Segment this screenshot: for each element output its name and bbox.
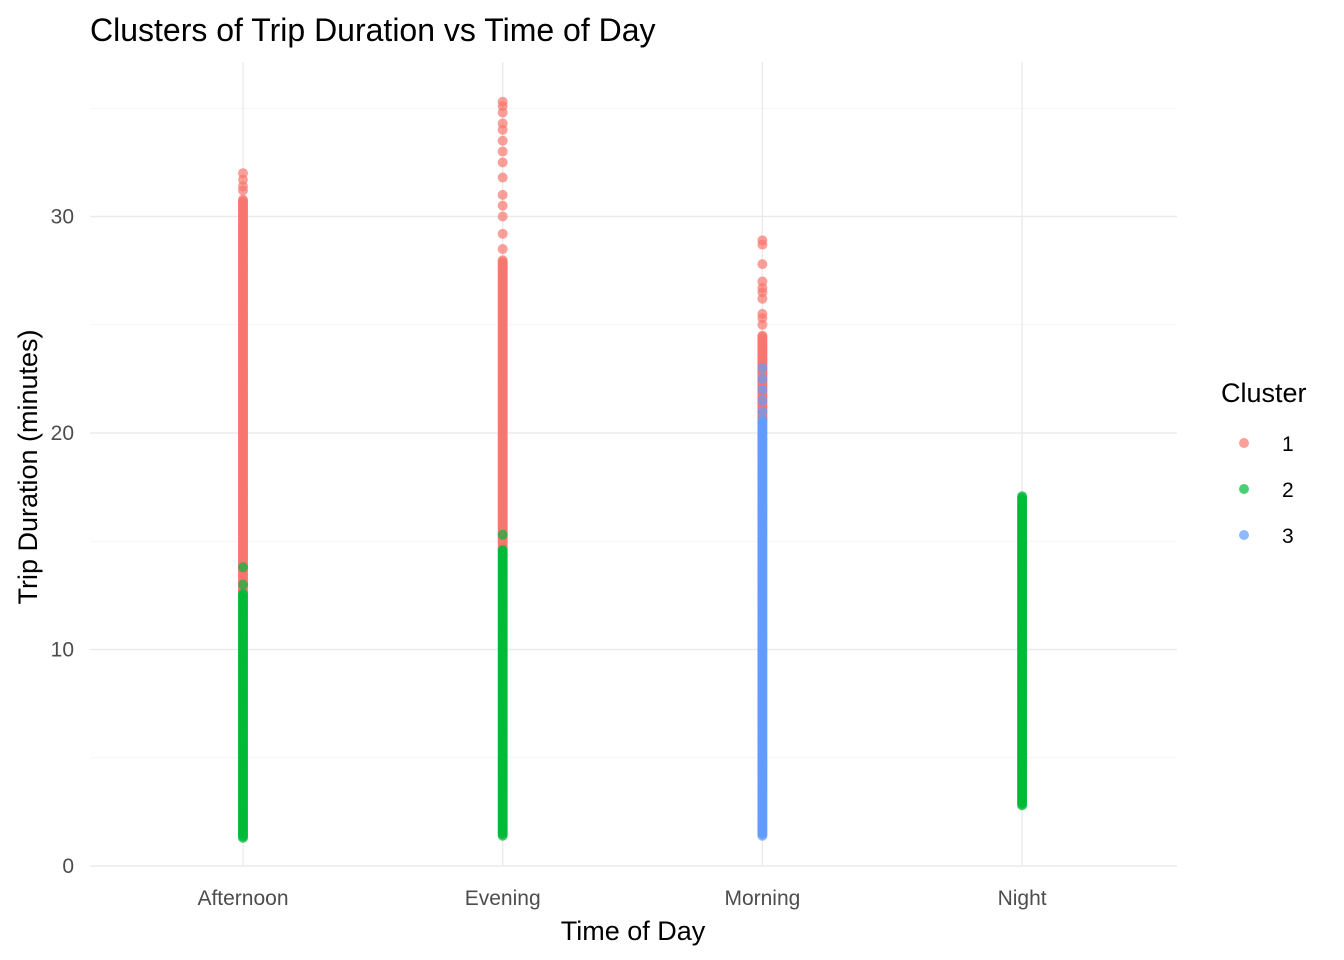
data-point	[757, 276, 768, 287]
data-point	[497, 529, 508, 540]
data-point	[497, 255, 508, 266]
legend-key-cluster-2	[1239, 484, 1249, 494]
data-point	[238, 168, 248, 179]
x-tick-label: Afternoon	[197, 887, 288, 910]
y-axis-title: Trip Duration (minutes)	[13, 329, 43, 604]
legend: Cluster 1 2 3	[1221, 378, 1307, 548]
data-point	[757, 373, 768, 384]
plot-grid	[90, 62, 1177, 867]
x-axis-title: Time of Day	[561, 916, 706, 946]
y-tick-label: 30	[51, 206, 74, 229]
data-point	[757, 235, 768, 246]
data-point	[497, 228, 508, 239]
data-point	[757, 363, 768, 374]
legend-key-cluster-1	[1239, 438, 1249, 448]
data-point	[497, 118, 508, 129]
data-points	[238, 96, 1028, 843]
data-point	[497, 211, 508, 222]
data-point	[497, 96, 508, 107]
data-point	[497, 146, 508, 157]
y-axis-tick-labels: 0 10 20 30	[51, 206, 74, 879]
y-tick-label: 20	[51, 422, 74, 445]
data-point	[497, 172, 508, 183]
data-point	[497, 189, 508, 200]
x-tick-label: Night	[998, 887, 1047, 910]
chart-title: Clusters of Trip Duration vs Time of Day	[90, 12, 656, 48]
x-tick-label: Evening	[465, 887, 541, 910]
data-point	[757, 395, 768, 406]
data-point	[497, 157, 508, 168]
legend-label-cluster-1: 1	[1282, 433, 1294, 456]
data-point	[497, 200, 508, 211]
data-point	[757, 308, 768, 319]
data-point	[238, 562, 248, 573]
x-axis-tick-labels: Afternoon Evening Morning Night	[197, 887, 1046, 910]
data-point	[497, 243, 508, 254]
data-point	[238, 579, 248, 590]
x-tick-label: Morning	[724, 887, 800, 910]
legend-title: Cluster	[1221, 378, 1307, 408]
y-tick-label: 0	[62, 855, 74, 878]
data-point	[238, 194, 248, 205]
legend-label-cluster-3: 3	[1282, 525, 1294, 548]
series-cluster-3	[757, 363, 768, 841]
data-point	[757, 330, 768, 341]
data-point	[497, 544, 508, 555]
data-point	[757, 259, 768, 270]
data-point	[238, 588, 248, 599]
data-point	[757, 406, 768, 417]
legend-key-cluster-3	[1239, 530, 1249, 540]
series-cluster-2	[238, 491, 1028, 843]
data-point	[497, 135, 508, 146]
data-point	[757, 415, 768, 426]
legend-label-cluster-2: 2	[1282, 479, 1294, 502]
data-point	[1017, 491, 1028, 502]
data-point	[757, 384, 768, 395]
y-tick-label: 10	[51, 639, 74, 662]
